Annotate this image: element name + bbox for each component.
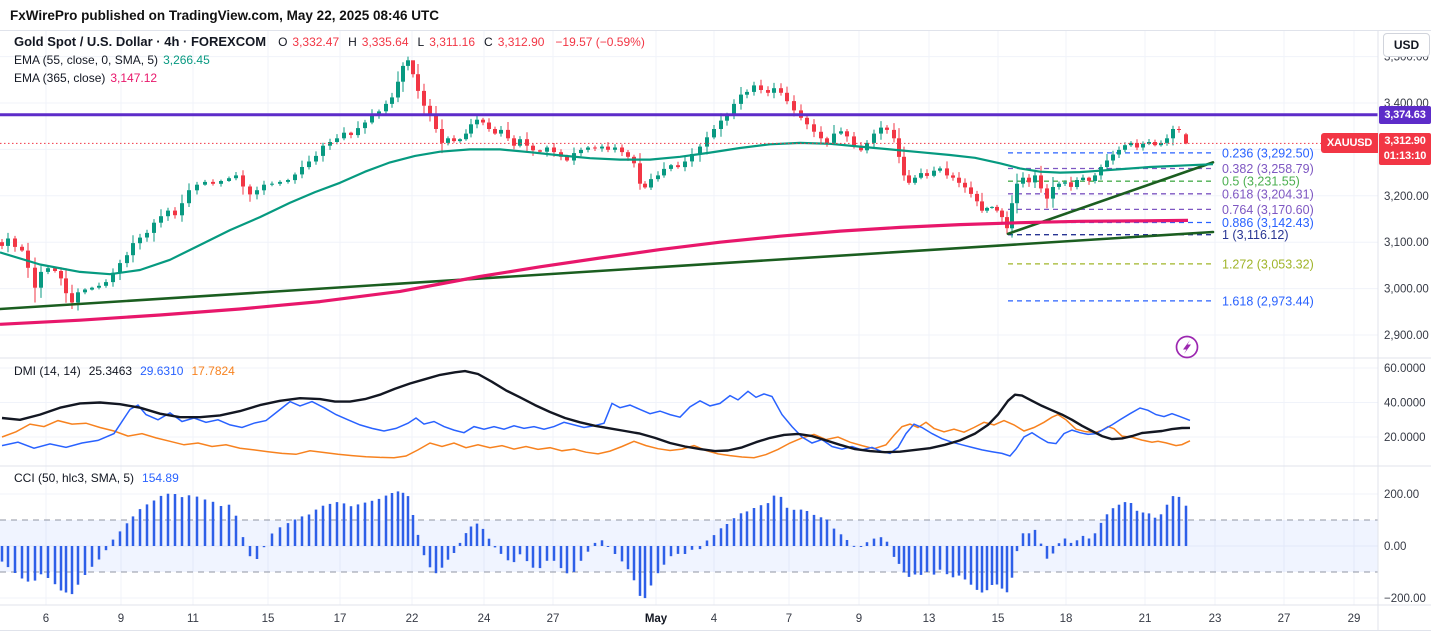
dmi-indicator bbox=[1, 369, 1191, 459]
fib-labels: 0.236 (3,292.50) 0.382 (3,258.79)0.5 (3,2… bbox=[1222, 146, 1314, 308]
date-label: 27 bbox=[1278, 613, 1291, 625]
close-value: 3,312.90 bbox=[497, 35, 545, 49]
ema55-legend-row: EMA (55, close, 0, SMA, 5) 3,266.45 bbox=[14, 51, 645, 69]
grid-lines bbox=[0, 31, 1378, 605]
axis-tick-label: 40.0000 bbox=[1384, 398, 1426, 410]
open-label: O bbox=[278, 35, 288, 49]
date-label: 18 bbox=[1060, 613, 1073, 625]
date-label: 17 bbox=[334, 613, 347, 625]
dmi-plus-di-value: 29.6310 bbox=[140, 364, 184, 378]
fib-label: 0.618 (3,204.31) bbox=[1222, 187, 1314, 201]
fib-retracement bbox=[1008, 152, 1215, 302]
ema55-value: 3,266.45 bbox=[163, 53, 210, 67]
pane-separators bbox=[0, 30, 1431, 631]
symbol-title[interactable]: Gold Spot / U.S. Dollar · 4h · FOREXCOM bbox=[14, 34, 267, 49]
date-label: 29 bbox=[1348, 613, 1361, 625]
fib-label: 0.5 (3,231.55) bbox=[1222, 175, 1300, 189]
bar-countdown: 01:13:10 bbox=[1383, 150, 1427, 162]
ema365-legend-row: EMA (365, close) 3,147.12 bbox=[14, 69, 645, 87]
axis-tick-label: 2,900.00 bbox=[1384, 330, 1429, 342]
close-label: C bbox=[484, 35, 493, 49]
ema365-value: 3,147.12 bbox=[110, 71, 158, 85]
fib-label: 1.272 (3,053.32) bbox=[1222, 257, 1314, 271]
trendlines bbox=[0, 161, 1215, 311]
axis-tick-label: 3,100.00 bbox=[1384, 237, 1429, 249]
high-value: 3,335.64 bbox=[361, 35, 409, 49]
axis-tick-label: 60.0000 bbox=[1384, 363, 1426, 375]
publish-header: FxWirePro published on TradingView.com, … bbox=[0, 0, 1431, 30]
ema365-label[interactable]: EMA (365, close) bbox=[14, 71, 106, 85]
axis-tick-label: 0.00 bbox=[1384, 541, 1406, 553]
publish-text: FxWirePro published on TradingView.com, … bbox=[10, 7, 440, 23]
date-label: 27 bbox=[547, 613, 560, 625]
last-price-badge: 3,312.90 01:13:10 bbox=[1379, 133, 1431, 165]
symbol-legend: Gold Spot / U.S. Dollar · 4h · FOREXCOM … bbox=[14, 33, 645, 87]
fib-label: 1.618 (2,973.44) bbox=[1222, 294, 1314, 308]
ema55-line bbox=[0, 141, 1214, 276]
last-price-value: 3,312.90 bbox=[1384, 135, 1426, 147]
date-label: 9 bbox=[118, 613, 124, 625]
axis-tick-label: 3,000.00 bbox=[1384, 284, 1429, 296]
ema55-label[interactable]: EMA (55, close, 0, SMA, 5) bbox=[14, 53, 159, 67]
cci-value: 154.89 bbox=[142, 471, 179, 485]
date-label: May bbox=[645, 613, 668, 625]
fib-label: 1 (3,116.12) bbox=[1222, 228, 1288, 242]
dmi-adx-value: 25.3463 bbox=[88, 364, 133, 378]
cci-legend: CCI (50, hlc3, SMA, 5) 154.89 bbox=[14, 471, 179, 485]
level-price-badge: 3,374.63 bbox=[1379, 106, 1431, 124]
change-value: −19.57 (−0.59%) bbox=[555, 35, 645, 49]
minus-di-line bbox=[1, 413, 1191, 459]
cci-label[interactable]: CCI (50, hlc3, SMA, 5) bbox=[14, 471, 135, 485]
high-label: H bbox=[348, 35, 357, 49]
symbol-tag: XAUUSD bbox=[1321, 133, 1378, 153]
fib-label: 0.764 (3,170.60) bbox=[1222, 203, 1314, 217]
axis-tick-label: 3,200.00 bbox=[1384, 191, 1429, 203]
symbol-legend-row: Gold Spot / U.S. Dollar · 4h · FOREXCOM … bbox=[14, 33, 645, 51]
date-label: 7 bbox=[786, 613, 792, 625]
cci-band bbox=[0, 519, 1378, 573]
chart-canvas[interactable]: 0.236 (3,292.50) 0.382 (3,258.79)0.5 (3,2… bbox=[0, 30, 1431, 631]
date-label: 23 bbox=[1209, 613, 1222, 625]
date-label: 24 bbox=[478, 613, 491, 625]
cci-histogram bbox=[0, 491, 1188, 599]
date-label: 15 bbox=[262, 613, 275, 625]
date-label: 22 bbox=[406, 613, 419, 625]
low-value: 3,311.16 bbox=[429, 35, 476, 49]
dmi-minus-di-value: 17.7824 bbox=[191, 364, 235, 378]
date-label: 4 bbox=[711, 613, 718, 625]
fib-label: 0.886 (3,142.43) bbox=[1222, 216, 1314, 230]
lightning-icon bbox=[1183, 340, 1191, 354]
candlesticks bbox=[0, 56, 1188, 311]
currency-button[interactable]: USD bbox=[1383, 33, 1430, 57]
axis-tick-label: 20.0000 bbox=[1384, 432, 1426, 444]
date-label: 6 bbox=[43, 613, 49, 625]
date-label: 15 bbox=[992, 613, 1005, 625]
fib-label: 0.236 (3,292.50) bbox=[1222, 146, 1314, 160]
open-value: 3,332.47 bbox=[292, 35, 340, 49]
time-axis[interactable]: 6 9 11 15 17 22 24 27 May 4 7 9 13 15 18 21 23 27 29 bbox=[43, 613, 1361, 625]
date-label: 13 bbox=[923, 613, 936, 625]
axis-tick-label: 200.00 bbox=[1384, 489, 1419, 501]
low-label: L bbox=[417, 35, 425, 49]
ema365-line bbox=[0, 218, 1189, 326]
axis-tick-label: −200.00 bbox=[1384, 593, 1426, 605]
date-label: 11 bbox=[187, 613, 199, 625]
lightning-button[interactable] bbox=[1175, 335, 1199, 359]
date-label: 9 bbox=[856, 613, 862, 625]
adx-line bbox=[1, 369, 1191, 454]
plus-di-line bbox=[1, 390, 1191, 457]
fib-label: 0.382 (3,258.79) bbox=[1222, 162, 1314, 176]
dmi-legend: DMI (14, 14) 25.3463 29.6310 17.7824 bbox=[14, 364, 235, 378]
dmi-label[interactable]: DMI (14, 14) bbox=[14, 364, 81, 378]
date-label: 21 bbox=[1139, 613, 1152, 625]
